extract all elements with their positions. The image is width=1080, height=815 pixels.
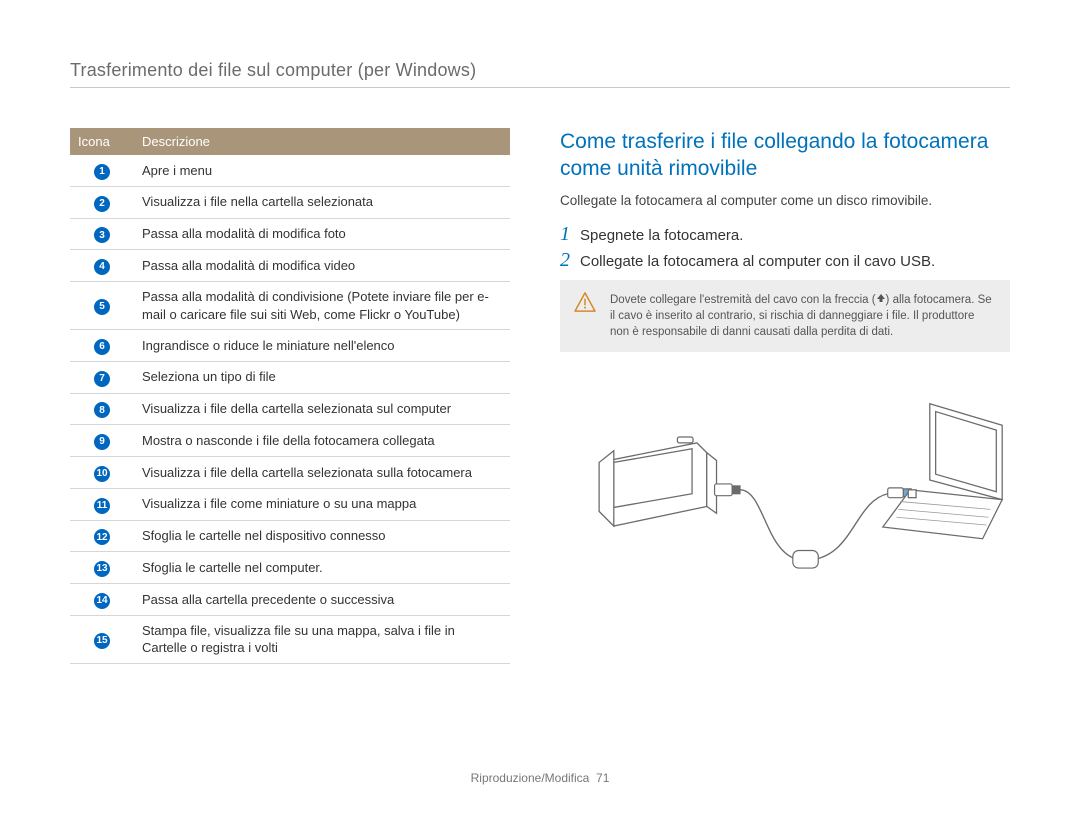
step-number: 2: [560, 250, 570, 270]
note-text: Dovete collegare l'estremità del cavo co…: [610, 292, 996, 340]
laptop-icon: [883, 404, 1002, 539]
ferrite-icon: [793, 550, 818, 568]
table-row: 10 Visualizza i file della cartella selez…: [70, 457, 510, 489]
arrow-up-icon: [876, 292, 886, 308]
warning-icon: [574, 292, 596, 340]
page-title: Trasferimento dei file sul computer (per…: [70, 60, 1010, 81]
table-row: 14 Passa alla cartella precedente o succe…: [70, 584, 510, 616]
section-heading: Come trasferire i file collegando la fot…: [560, 128, 1010, 183]
step-text: Collegate la fotocamera al computer con …: [580, 253, 935, 270]
row-desc: Visualizza i file della cartella selezio…: [134, 393, 510, 425]
num-badge-icon: 12: [94, 529, 110, 545]
note-box: Dovete collegare l'estremità del cavo co…: [560, 280, 1010, 352]
step-item: 2 Collegate la fotocamera al computer co…: [560, 250, 1010, 270]
table-row: 13 Sfoglia le cartelle nel computer.: [70, 552, 510, 584]
num-badge-icon: 14: [94, 593, 110, 609]
row-desc: Passa alla cartella precedente o success…: [134, 584, 510, 616]
row-desc: Visualizza i file nella cartella selezio…: [134, 186, 510, 218]
row-desc: Stampa file, visualizza file su una mapp…: [134, 615, 510, 663]
table-row: 3 Passa alla modalità di modifica foto: [70, 218, 510, 250]
num-badge-icon: 3: [94, 227, 110, 243]
table-row: 9 Mostra o nasconde i file della fotocame…: [70, 425, 510, 457]
page-header: Trasferimento dei file sul computer (per…: [70, 60, 1010, 88]
row-desc: Passa alla modalità di modifica video: [134, 250, 510, 282]
step-text: Spegnete la fotocamera.: [580, 227, 743, 244]
num-badge-icon: 11: [94, 498, 110, 514]
row-desc: Seleziona un tipo di file: [134, 361, 510, 393]
table-row: 8 Visualizza i file della cartella selezi…: [70, 393, 510, 425]
connection-diagram: [560, 372, 1010, 597]
num-badge-icon: 9: [94, 434, 110, 450]
footer-text: Riproduzione/Modifica: [471, 771, 590, 785]
num-badge-icon: 10: [94, 466, 110, 482]
row-desc: Apre i menu: [134, 155, 510, 186]
num-badge-icon: 13: [94, 561, 110, 577]
table-row: 5 Passa alla modalità di condivisione (Po…: [70, 282, 510, 330]
header-rule: [70, 87, 1010, 88]
table-row: 11 Visualizza i file come miniature o su …: [70, 488, 510, 520]
num-badge-icon: 8: [94, 402, 110, 418]
row-desc: Sfoglia le cartelle nel dispositivo conn…: [134, 520, 510, 552]
usb-plug-camera-icon: [715, 484, 740, 496]
table-row: 12 Sfoglia le cartelle nel dispositivo co…: [70, 520, 510, 552]
page-footer: Riproduzione/Modifica 71: [0, 771, 1080, 785]
row-desc: Visualizza i file come miniature o su un…: [134, 488, 510, 520]
num-badge-icon: 6: [94, 339, 110, 355]
row-desc: Ingrandisce o riduce le miniature nell'e…: [134, 330, 510, 362]
usb-cable-icon: [740, 490, 888, 560]
note-line1a: Dovete collegare l'estremità del cavo co…: [610, 294, 876, 306]
th-icona: Icona: [70, 128, 134, 155]
table-row: 2 Visualizza i file nella cartella selezi…: [70, 186, 510, 218]
num-badge-icon: 1: [94, 164, 110, 180]
section-intro: Collegate la fotocamera al computer come…: [560, 193, 1010, 208]
num-badge-icon: 4: [94, 259, 110, 275]
row-desc: Sfoglia le cartelle nel computer.: [134, 552, 510, 584]
table-row: 7 Seleziona un tipo di file: [70, 361, 510, 393]
right-column: Come trasferire i file collegando la fot…: [560, 128, 1010, 664]
row-desc: Visualizza i file della cartella selezio…: [134, 457, 510, 489]
num-badge-icon: 15: [94, 633, 110, 649]
footer-page: 71: [596, 771, 609, 785]
th-descrizione: Descrizione: [134, 128, 510, 155]
row-desc: Passa alla modalità di modifica foto: [134, 218, 510, 250]
row-desc: Passa alla modalità di condivisione (Pot…: [134, 282, 510, 330]
table-row: 4 Passa alla modalità di modifica video: [70, 250, 510, 282]
num-badge-icon: 5: [94, 299, 110, 315]
table-row: 1 Apre i menu: [70, 155, 510, 186]
num-badge-icon: 7: [94, 371, 110, 387]
step-number: 1: [560, 224, 570, 244]
row-desc: Mostra o nasconde i file della fotocamer…: [134, 425, 510, 457]
step-item: 1 Spegnete la fotocamera.: [560, 224, 1010, 244]
table-row: 6 Ingrandisce o riduce le miniature nell'…: [70, 330, 510, 362]
camera-icon: [599, 437, 716, 526]
left-column: Icona Descrizione 1 Apre i menu 2 Visualiz…: [70, 128, 510, 664]
table-row: 15 Stampa file, visualizza file su una ma…: [70, 615, 510, 663]
steps-list: 1 Spegnete la fotocamera. 2 Collegate la…: [560, 224, 1010, 270]
num-badge-icon: 2: [94, 196, 110, 212]
note-line1b: ) alla fotocamera.: [886, 294, 975, 306]
icon-table: Icona Descrizione 1 Apre i menu 2 Visualiz…: [70, 128, 510, 664]
